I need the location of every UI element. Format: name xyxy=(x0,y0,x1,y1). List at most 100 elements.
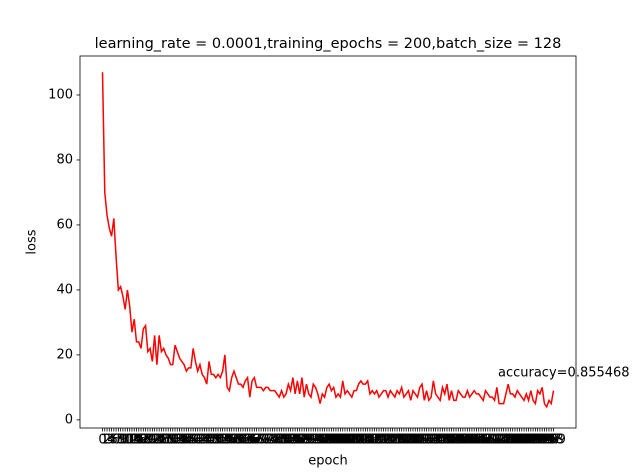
x-tick-label: 164 xyxy=(462,433,487,448)
x-tick-label: 36 xyxy=(176,433,193,448)
x-tick-label: 71 xyxy=(255,433,272,448)
x-tick-label: 34 xyxy=(171,433,188,448)
x-tick-label: 152 xyxy=(435,433,460,448)
x-tick-label: 121 xyxy=(364,433,389,448)
x-tick-label: 185 xyxy=(509,433,534,448)
x-tick-label: 118 xyxy=(358,433,383,448)
x-tick-label: 14 xyxy=(126,433,143,448)
x-tick-label: 136 xyxy=(398,433,423,448)
annotation: accuracy=0.855468 xyxy=(498,366,630,381)
x-tick-label: 169 xyxy=(473,433,498,448)
x-tick-label: 19 xyxy=(137,433,154,448)
x-tick-label: 103 xyxy=(324,433,349,448)
x-tick-label: 93 xyxy=(305,433,322,448)
x-tick-label: 107 xyxy=(333,433,358,448)
x-tick-label: 172 xyxy=(480,433,505,448)
x-tick-label: 60 xyxy=(230,433,247,448)
x-tick-label: 173 xyxy=(482,433,507,448)
x-tick-label: 117 xyxy=(355,433,380,448)
x-tick-label: 0 xyxy=(98,433,106,448)
x-tick-label: 165 xyxy=(464,433,489,448)
x-tick-label: 176 xyxy=(489,433,514,448)
x-tick-label: 160 xyxy=(453,433,478,448)
y-axis-label: loss xyxy=(25,229,40,254)
x-tick-label: 166 xyxy=(466,433,491,448)
x-tick-label: 27 xyxy=(155,433,172,448)
x-tick-label: 44 xyxy=(194,433,211,448)
x-tick-label: 86 xyxy=(289,433,306,448)
x-tick-label: 116 xyxy=(353,433,378,448)
x-tick-label: 59 xyxy=(228,433,245,448)
x-tick-label: 192 xyxy=(525,433,550,448)
x-tick-label: 168 xyxy=(471,433,496,448)
x-tick-label: 189 xyxy=(518,433,543,448)
y-tick-label: 20 xyxy=(56,347,73,362)
x-tick-label: 162 xyxy=(457,433,482,448)
x-tick-label: 135 xyxy=(396,433,421,448)
x-tick-label: 106 xyxy=(330,433,355,448)
x-tick-label: 78 xyxy=(271,433,288,448)
x-tick-label: 188 xyxy=(516,433,541,448)
x-tick-label: 105 xyxy=(328,433,353,448)
x-tick-label: 65 xyxy=(242,433,259,448)
x-tick-label: 154 xyxy=(439,433,464,448)
x-tick-label: 57 xyxy=(223,433,240,448)
x-tick-label: 73 xyxy=(260,433,277,448)
x-tick-label: 80 xyxy=(276,433,293,448)
x-tick-label: 79 xyxy=(273,433,290,448)
y-tick-label: 40 xyxy=(56,282,73,297)
x-tick-label: 69 xyxy=(251,433,268,448)
x-tick-label: 52 xyxy=(212,433,229,448)
x-tick-label: 45 xyxy=(196,433,213,448)
x-tick-label: 96 xyxy=(312,433,329,448)
x-tick-label: 180 xyxy=(498,433,523,448)
x-tick-label: 175 xyxy=(487,433,512,448)
x-tick-label: 33 xyxy=(169,433,186,448)
x-tick-label: 81 xyxy=(278,433,295,448)
x-tick-label: 28 xyxy=(158,433,175,448)
x-tick-label: 1 xyxy=(101,433,109,448)
x-tick-label: 11 xyxy=(119,433,136,448)
x-tick-label: 20 xyxy=(140,433,157,448)
plot-frame xyxy=(79,55,577,429)
x-tick-label: 184 xyxy=(507,433,532,448)
x-tick-label: 58 xyxy=(226,433,243,448)
x-tick-label: 89 xyxy=(296,433,313,448)
x-tick-label: 62 xyxy=(235,433,252,448)
x-tick-label: 30 xyxy=(162,433,179,448)
x-tick-label: 99 xyxy=(319,433,336,448)
x-tick-label: 64 xyxy=(239,433,256,448)
x-tick-label: 68 xyxy=(248,433,265,448)
x-tick-label: 126 xyxy=(376,433,401,448)
x-tick-label: 29 xyxy=(160,433,177,448)
x-tick-label: 196 xyxy=(534,433,559,448)
x-tick-label: 42 xyxy=(189,433,206,448)
x-tick-label: 8 xyxy=(116,433,124,448)
x-tick-label: 25 xyxy=(151,433,168,448)
x-tick-label: 111 xyxy=(342,433,367,448)
x-tick-label: 85 xyxy=(287,433,304,448)
y-tick-label: 0 xyxy=(65,412,73,427)
x-tick-label: 128 xyxy=(380,433,405,448)
x-tick-label: 122 xyxy=(367,433,392,448)
x-tick-label: 186 xyxy=(512,433,537,448)
x-tick-label: 138 xyxy=(403,433,428,448)
x-tick-label: 7 xyxy=(114,433,122,448)
x-tick-label: 82 xyxy=(280,433,297,448)
x-tick-label: 134 xyxy=(394,433,419,448)
x-tick-label: 50 xyxy=(208,433,225,448)
x-tick-label: 48 xyxy=(203,433,220,448)
x-tick-label: 104 xyxy=(326,433,351,448)
x-tick-label: 77 xyxy=(269,433,286,448)
x-tick-label: 145 xyxy=(419,433,444,448)
x-tick-label: 155 xyxy=(441,433,466,448)
x-tick-label: 4 xyxy=(107,433,115,448)
x-tick-label: 54 xyxy=(217,433,234,448)
x-tick-label: 148 xyxy=(426,433,451,448)
x-tick-label: 193 xyxy=(527,433,552,448)
y-tick-label: 80 xyxy=(56,152,73,167)
x-tick-label: 49 xyxy=(205,433,222,448)
x-tick-label: 132 xyxy=(389,433,414,448)
x-tick-label: 2 xyxy=(103,433,111,448)
